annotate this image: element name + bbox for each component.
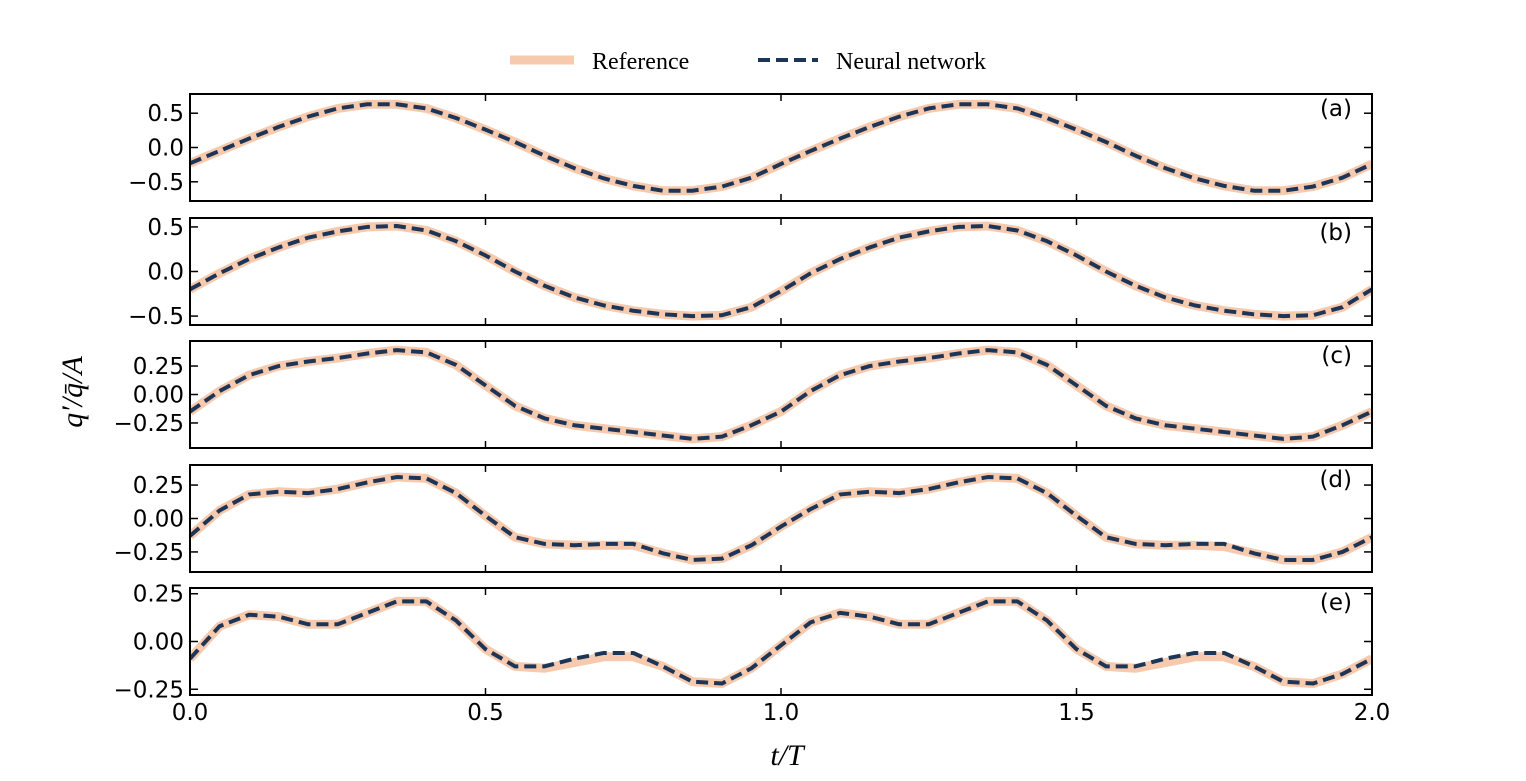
legend-network-label: Neural network xyxy=(836,49,986,75)
network-line-c xyxy=(190,348,1372,441)
y-tick-label-b-0: 0.5 xyxy=(147,215,184,241)
panel-d: 0.25 0.00 −0.25 (d) xyxy=(114,464,1373,573)
legend-reference-label: Reference xyxy=(592,49,689,75)
y-axis-title: q′/q̄/A xyxy=(56,356,89,428)
reference-line-c xyxy=(190,345,1372,444)
reference-line-e xyxy=(190,596,1372,689)
x-tick-label-3: 1.5 xyxy=(1058,700,1095,726)
y-tick-label-a-2: −0.5 xyxy=(128,170,184,196)
x-tick-label-2: 1.0 xyxy=(763,700,800,726)
y-tick-label-d-0: 0.25 xyxy=(133,473,184,499)
panel-b: 0.5 0.0 −0.5 (b) xyxy=(128,215,1373,330)
reference-line-b xyxy=(190,221,1372,321)
panel-label-b: (b) xyxy=(1319,220,1352,246)
y-tick-label-e-1: 0.00 xyxy=(133,630,184,656)
x-tick-label-1: 0.5 xyxy=(467,700,504,726)
network-line-a xyxy=(190,102,1372,193)
axes-frame-a xyxy=(189,93,1373,202)
y-tick-label-b-1: 0.0 xyxy=(147,260,184,286)
panel-label-d: (d) xyxy=(1319,467,1352,493)
panel-c: 0.25 0.00−0.25 (c) xyxy=(114,340,1373,449)
panels: 0.50.0−0.5(a)0.50.0−0.5(b)0.250.00−0.25(… xyxy=(114,93,1391,726)
reference-line-a xyxy=(190,99,1372,196)
network-line-d xyxy=(190,475,1372,562)
y-tick-label-e-0: 0.25 xyxy=(133,582,184,608)
y-tick-label-e-2: −0.25 xyxy=(114,677,184,703)
y-tick-label-c-2: −0.25 xyxy=(114,411,184,437)
y-tick-label-c-1: 0.00 xyxy=(133,383,184,409)
y-tick-label-a-0: 0.5 xyxy=(147,101,184,127)
panel-label-e: (e) xyxy=(1320,590,1352,616)
y-tick-label-d-1: 0.00 xyxy=(133,507,184,533)
y-tick-label-d-2: −0.25 xyxy=(114,540,184,566)
y-tick-label-b-2: −0.5 xyxy=(128,304,184,330)
x-tick-label-0: 0.0 xyxy=(172,700,209,726)
network-line-b xyxy=(190,224,1372,319)
panel-label-c: (c) xyxy=(1321,343,1352,369)
panel-e: 0.25 0.00 −0.25 (e) 0.0 0.5 1.0 1.5 2.0 xyxy=(114,582,1391,726)
panel-label-a: (a) xyxy=(1320,96,1352,122)
legend: Reference Neural network xyxy=(510,49,986,75)
y-tick-label-a-1: 0.0 xyxy=(147,136,184,162)
x-tick-label-4: 2.0 xyxy=(1354,700,1391,726)
network-line-e xyxy=(190,599,1372,686)
reference-line-d xyxy=(190,472,1372,565)
y-tick-label-c-0: 0.25 xyxy=(133,354,184,380)
x-axis-title: t/T xyxy=(770,739,806,772)
panel-a: 0.5 0.0 −0.5 (a) xyxy=(128,93,1373,202)
